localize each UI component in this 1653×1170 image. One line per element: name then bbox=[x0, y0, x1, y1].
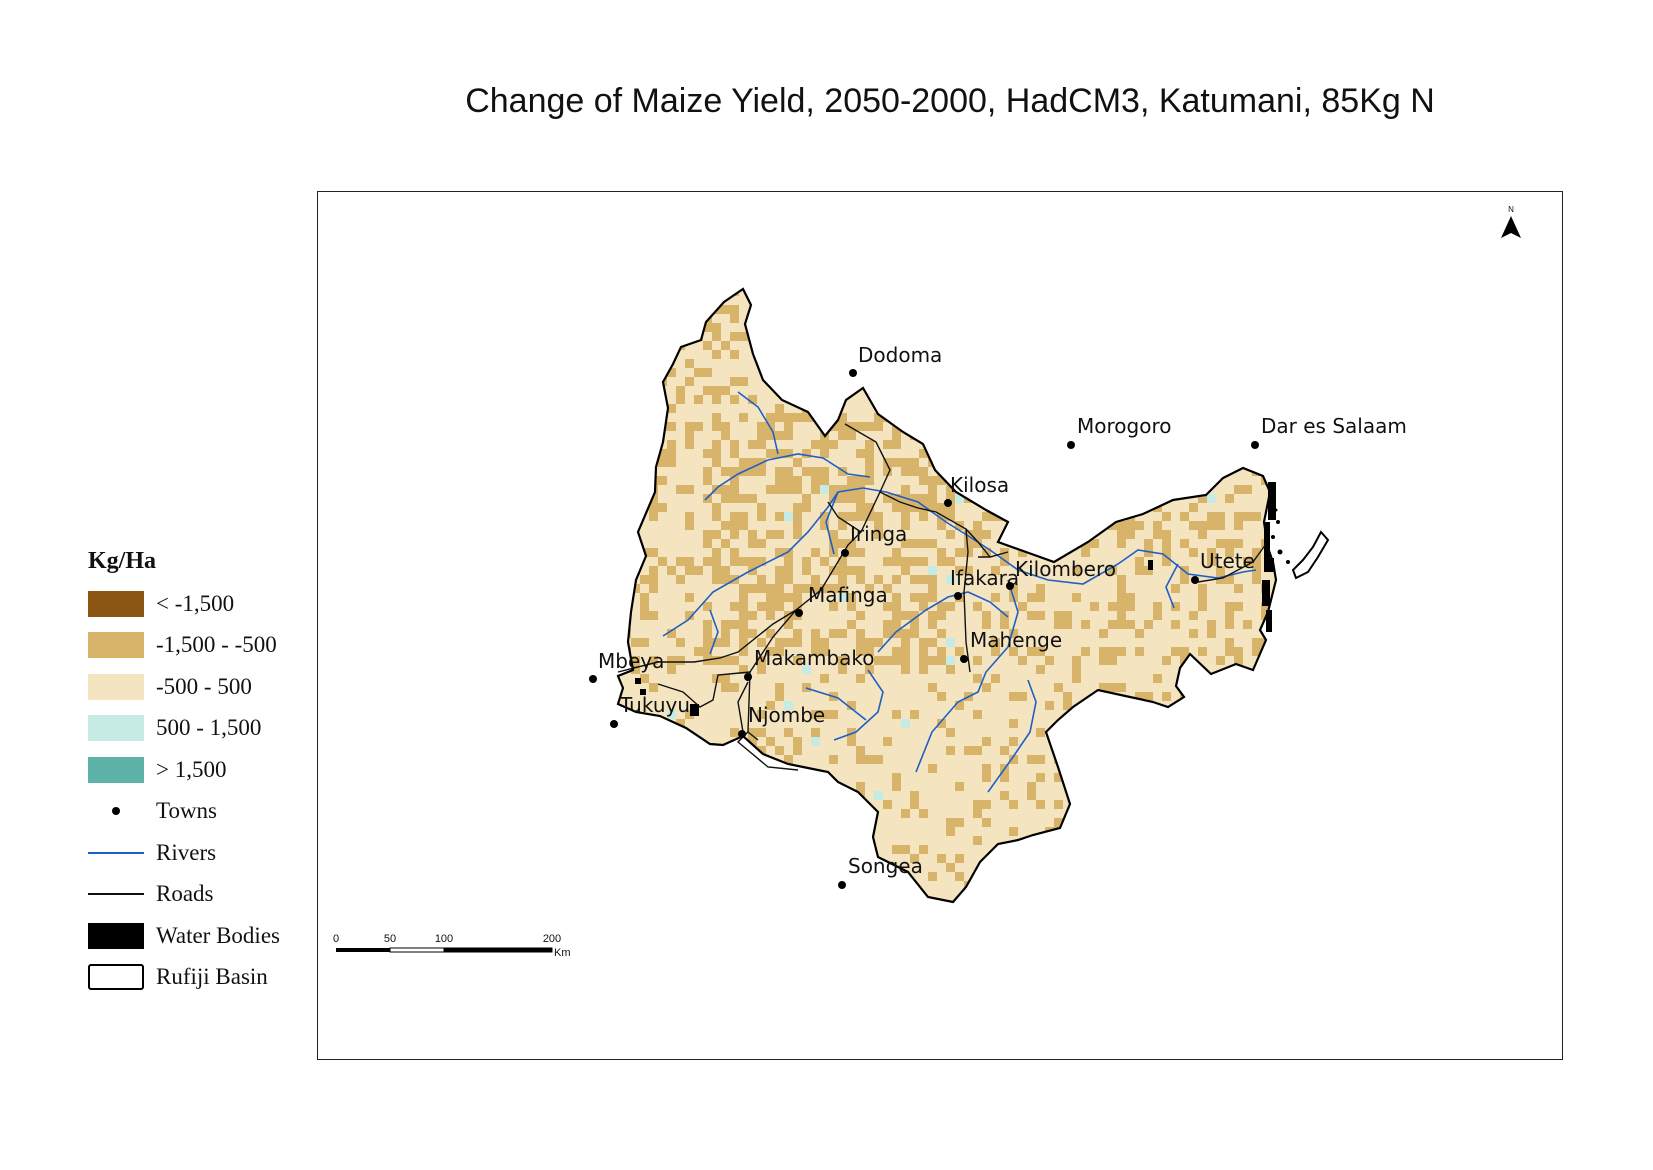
legend-title: Kg/Ha bbox=[88, 548, 157, 574]
legend-swatch-class-1 bbox=[88, 590, 144, 617]
legend-label-class-3: -500 - 500 bbox=[156, 673, 252, 699]
rufiji-basin-outline bbox=[616, 287, 1278, 904]
legend-item-rivers: Rivers bbox=[88, 832, 308, 874]
town-label: Dar es Salaam bbox=[1261, 414, 1407, 438]
scale-tick-200: 200 bbox=[543, 933, 561, 945]
legend-item-class-1: < -1,500 bbox=[88, 583, 308, 625]
scale-unit: Km bbox=[554, 947, 571, 959]
legend-label-class-4: 500 - 1,500 bbox=[156, 715, 262, 741]
basin-outline-swatch bbox=[88, 964, 144, 991]
town-marker bbox=[589, 675, 597, 683]
town-marker bbox=[1251, 441, 1259, 449]
scale-tick-100: 100 bbox=[435, 933, 453, 945]
map-frame: Dodoma Morogoro Dar es Salaam Kilosa Iringa I… bbox=[317, 191, 1563, 1060]
water-body-swatch bbox=[88, 922, 144, 949]
scale-tick-50: 50 bbox=[384, 933, 396, 945]
legend-item-roads: Roads bbox=[88, 874, 308, 916]
legend-label-basin: Rufiji Basin bbox=[156, 964, 268, 990]
town-marker bbox=[1067, 441, 1075, 449]
town-marker bbox=[610, 720, 618, 728]
north-arrow-icon bbox=[1501, 216, 1521, 238]
legend-swatch-class-4 bbox=[88, 715, 144, 742]
town-marker bbox=[1191, 576, 1199, 584]
town-marker bbox=[841, 549, 849, 557]
scale-tick-0: 0 bbox=[333, 933, 339, 945]
town-label: Makambako bbox=[754, 646, 875, 670]
town-marker bbox=[954, 592, 962, 600]
legend-item-class-3: -500 - 500 bbox=[88, 666, 308, 708]
town-marker bbox=[849, 369, 857, 377]
legend-label-class-1: < -1,500 bbox=[156, 590, 235, 616]
town-label: Utete bbox=[1200, 549, 1255, 573]
town-marker bbox=[795, 609, 803, 617]
town-marker bbox=[944, 499, 952, 507]
road-line-icon bbox=[88, 881, 144, 907]
town-label: Njombe bbox=[748, 703, 825, 727]
town-marker bbox=[738, 730, 746, 738]
town-label: Kilosa bbox=[950, 473, 1009, 497]
town-label: Mafinga bbox=[808, 583, 888, 607]
legend-item-class-5: > 1,500 bbox=[88, 749, 308, 791]
legend-swatch-class-2 bbox=[88, 632, 144, 659]
scale-bar: 0 50 100 200 Km bbox=[333, 933, 571, 959]
rivers bbox=[662, 391, 1257, 793]
legend-label-class-5: > 1,500 bbox=[156, 756, 227, 782]
roads bbox=[617, 423, 1267, 771]
town-label: Mahenge bbox=[970, 628, 1062, 652]
town-label: Songea bbox=[848, 854, 923, 878]
legend-swatch-class-3 bbox=[88, 673, 144, 700]
town-marker bbox=[838, 881, 846, 889]
north-label: N bbox=[1508, 205, 1514, 214]
legend-label-water-bodies: Water Bodies bbox=[156, 922, 280, 948]
town-label: Morogoro bbox=[1077, 414, 1171, 438]
legend-item-class-2: -1,500 - -500 bbox=[88, 625, 308, 667]
legend-label-roads: Roads bbox=[156, 881, 214, 907]
legend-label-rivers: Rivers bbox=[156, 839, 217, 865]
map-title: Change of Maize Yield, 2050-2000, HadCM3… bbox=[465, 82, 1435, 120]
legend-item-water-bodies: Water Bodies bbox=[88, 915, 308, 957]
legend-label-towns: Towns bbox=[156, 798, 218, 824]
town-marker bbox=[744, 673, 752, 681]
legend-item-towns: Towns bbox=[88, 791, 308, 833]
town-label: Mbeya bbox=[598, 649, 664, 673]
legend-label-class-2: -1,500 - -500 bbox=[156, 632, 277, 658]
legend: Kg/Ha < -1,500 -1,500 - -500 -500 - 500 … bbox=[88, 548, 308, 998]
legend-item-basin: Rufiji Basin bbox=[88, 957, 308, 999]
town-marker bbox=[960, 655, 968, 663]
legend-item-class-4: 500 - 1,500 bbox=[88, 708, 308, 750]
town-label: Dodoma bbox=[858, 343, 942, 367]
town-marker bbox=[1006, 582, 1014, 590]
legend-swatch-class-5 bbox=[88, 756, 144, 783]
town-dot-icon bbox=[88, 798, 144, 824]
river-line-icon bbox=[88, 840, 144, 866]
town-label: Tukuyu bbox=[619, 693, 690, 717]
town-label: Kilombero bbox=[1015, 557, 1116, 581]
north-arrow: N bbox=[1501, 205, 1521, 238]
coastal-islands bbox=[1271, 508, 1330, 580]
town-label: Iringa bbox=[850, 522, 907, 546]
